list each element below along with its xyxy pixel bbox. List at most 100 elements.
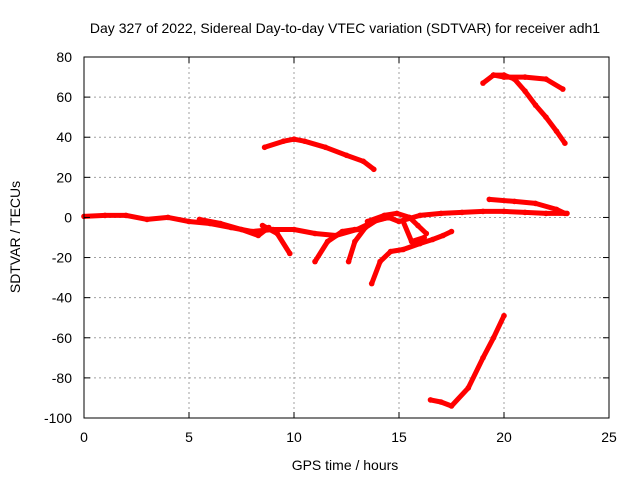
- y-tick-label: 60: [56, 89, 72, 105]
- data-point: [532, 200, 539, 207]
- y-tick-label: 40: [56, 129, 72, 145]
- data-point: [438, 210, 444, 217]
- data-point: [364, 218, 371, 225]
- data-point: [274, 230, 281, 237]
- x-tick-label: 10: [286, 429, 302, 445]
- data-point: [362, 224, 369, 231]
- data-point: [543, 76, 549, 82]
- data-point: [123, 212, 129, 219]
- y-tick-label: -40: [52, 290, 72, 306]
- data-point: [459, 209, 465, 216]
- data-point: [427, 397, 434, 403]
- y-tick-label: -100: [44, 410, 72, 426]
- data-point: [417, 240, 423, 247]
- data-point: [480, 355, 486, 361]
- data-point: [217, 220, 224, 227]
- series-group: [81, 72, 570, 409]
- data-point: [522, 88, 528, 94]
- data-point: [165, 214, 171, 221]
- data-point: [238, 226, 245, 233]
- x-tick-label: 20: [496, 429, 512, 445]
- data-point: [291, 226, 297, 233]
- data-point: [144, 216, 150, 223]
- data-point: [480, 80, 486, 86]
- data-point: [501, 74, 507, 80]
- data-point: [291, 136, 297, 142]
- series-line-tail-16-17: [417, 229, 454, 246]
- data-point: [553, 128, 560, 134]
- y-tick-label: -20: [52, 250, 72, 266]
- data-point: [406, 214, 413, 221]
- data-point: [352, 226, 358, 233]
- data-point: [522, 209, 528, 216]
- data-point: [429, 236, 436, 243]
- data-point: [421, 234, 428, 241]
- data-point: [522, 74, 528, 80]
- data-point: [352, 238, 358, 245]
- data-point: [562, 140, 568, 146]
- data-point: [501, 312, 507, 319]
- data-point: [440, 232, 446, 239]
- y-tick-label: 80: [56, 49, 72, 65]
- data-point: [345, 258, 352, 265]
- data-point: [501, 208, 507, 215]
- x-tick-label: 15: [391, 429, 407, 445]
- plot-frame: [83, 56, 610, 419]
- data-point: [312, 230, 318, 237]
- x-tick-label: 25: [601, 429, 617, 445]
- data-point: [448, 228, 455, 235]
- y-tick-label: -80: [52, 370, 72, 386]
- y-tick-label: -60: [52, 330, 72, 346]
- data-point: [490, 335, 497, 341]
- data-point: [511, 198, 518, 205]
- data-point: [287, 250, 293, 257]
- data-point: [377, 258, 383, 265]
- data-point: [259, 222, 266, 229]
- data-point: [394, 210, 400, 217]
- data-point: [465, 385, 472, 391]
- data-point: [480, 208, 486, 215]
- data-point: [255, 232, 262, 239]
- data-point: [490, 72, 497, 78]
- x-axis-title: GPS time / hours: [292, 457, 399, 473]
- data-point: [438, 399, 444, 405]
- data-point: [196, 216, 203, 223]
- y-tick-label: 0: [64, 209, 72, 225]
- data-point: [324, 238, 331, 245]
- data-point: [387, 248, 394, 255]
- data-point: [301, 138, 308, 144]
- data-point: [400, 218, 407, 225]
- data-point: [339, 228, 346, 235]
- data-point: [562, 210, 568, 217]
- x-tick-label: 0: [80, 429, 88, 445]
- data-point: [408, 238, 415, 245]
- data-point: [371, 166, 377, 173]
- y-axis-title: SDTVAR / TECUs: [7, 181, 23, 293]
- data-point: [400, 246, 407, 253]
- ticks: [83, 56, 610, 419]
- data-point: [261, 144, 268, 151]
- data-point: [368, 280, 375, 287]
- data-point: [312, 258, 318, 265]
- data-point: [381, 212, 388, 219]
- data-point: [343, 152, 350, 159]
- data-point: [543, 210, 549, 217]
- data-point: [415, 222, 421, 229]
- chart-title: Day 327 of 2022, Sidereal Day-to-day VTE…: [90, 20, 600, 36]
- data-point: [486, 196, 493, 203]
- data-point: [532, 102, 539, 108]
- data-point: [448, 403, 455, 409]
- data-point: [543, 114, 549, 120]
- data-point: [560, 86, 566, 92]
- data-point: [186, 218, 192, 225]
- tick-labels: 0 5 10 15 20 25 80 60 40 20 0 -20 -40 -60 -80 -100: [44, 49, 617, 445]
- data-point: [360, 158, 367, 165]
- data-point: [553, 206, 560, 213]
- data-point: [322, 144, 329, 151]
- data-point: [396, 218, 402, 225]
- x-tick-label: 5: [185, 429, 193, 445]
- data-point: [417, 212, 423, 219]
- data-point: [280, 138, 287, 144]
